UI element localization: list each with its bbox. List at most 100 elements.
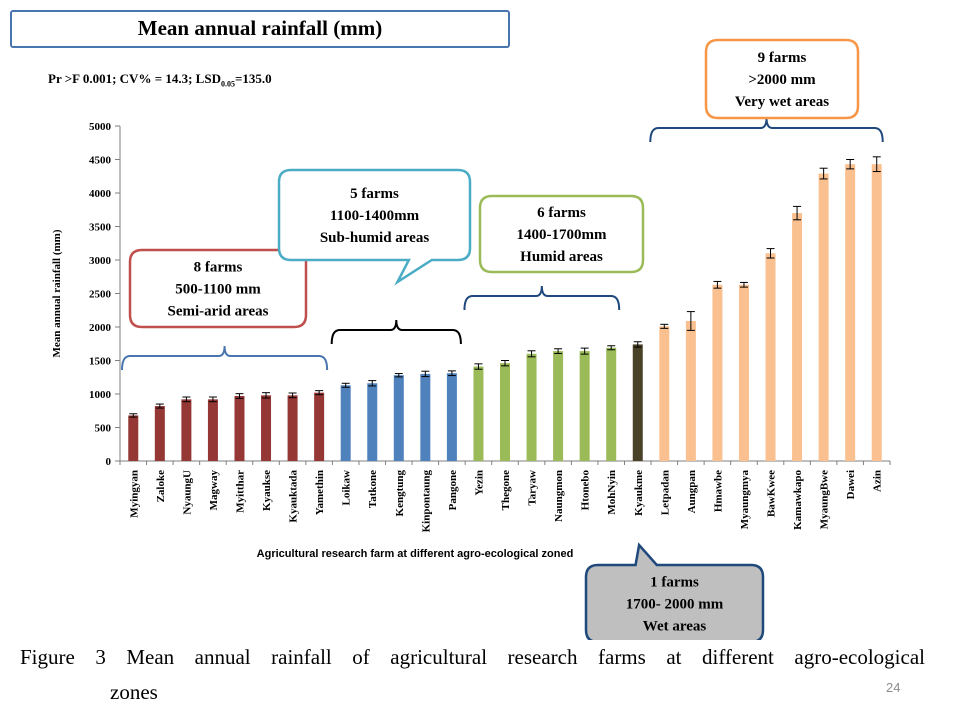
bar-Kamawkapo xyxy=(792,213,803,461)
y-tick-label: 4500 xyxy=(89,155,112,167)
x-tick-label: Kengtung xyxy=(394,470,406,517)
bracket-very-wet xyxy=(649,117,884,143)
x-tick-label: Kinpontaung xyxy=(420,470,432,533)
bar-Yamethin xyxy=(314,392,325,461)
bar-Kengtung xyxy=(393,375,404,461)
callout-humid-text: 1400-1700mm xyxy=(517,227,607,243)
bar-Aungpan xyxy=(685,320,696,461)
bar-Yezin xyxy=(473,366,484,461)
y-tick-label: 2000 xyxy=(89,322,112,334)
callout-humid-text: Humid areas xyxy=(520,249,603,265)
x-tick-label: Myitthar xyxy=(234,470,246,513)
callout-very-wet-text: 9 farms xyxy=(758,50,807,66)
x-tick-label: Zaloke xyxy=(155,470,167,503)
bar-Myitthar xyxy=(234,396,245,461)
bar-Kinpontaung xyxy=(420,373,431,461)
x-tick-label: Thegone xyxy=(500,470,512,510)
x-tick-label: Taryaw xyxy=(527,470,539,506)
y-tick-label: 0 xyxy=(106,456,112,468)
bar-Kyaukse xyxy=(261,395,272,461)
bracket-semi-arid xyxy=(121,345,329,371)
y-tick-label: 3500 xyxy=(89,222,112,234)
page-number: 24 xyxy=(886,680,901,695)
bar-Pangone xyxy=(446,373,457,461)
y-tick-label: 2500 xyxy=(89,289,112,301)
y-tick-label: 1000 xyxy=(89,389,112,401)
x-tick-label: Yezin xyxy=(473,470,485,496)
callout-humid xyxy=(478,194,645,274)
x-tick-label: Hmawbe xyxy=(712,470,724,512)
bar-Letpadan xyxy=(659,326,670,461)
stats-subscript: 0.05 xyxy=(220,79,235,89)
bar-BawKwee xyxy=(765,253,776,461)
x-tick-label: Yamethin xyxy=(314,470,326,515)
x-axis-label: Agricultural research farm at different … xyxy=(257,548,574,560)
x-tick-label: Naungmon xyxy=(553,470,565,522)
callout-semi-arid-text: 8 farms xyxy=(194,260,243,276)
bar-Htonebo xyxy=(579,351,590,461)
x-tick-label: BawKwee xyxy=(766,470,778,517)
y-tick-label: 3000 xyxy=(89,255,112,267)
figure-caption-line1: Figure 3 Mean annual rainfall of agricul… xyxy=(20,645,925,669)
y-tick-label: 1500 xyxy=(89,356,112,368)
x-tick-label: Magway xyxy=(208,470,220,511)
callout-very-wet xyxy=(704,38,860,120)
bar-Hmawbe xyxy=(712,284,723,461)
bar-MyaungBwe xyxy=(818,173,829,461)
bar-Azin xyxy=(871,164,882,461)
x-tick-label: Letpadan xyxy=(659,470,671,515)
x-tick-label: Pangone xyxy=(447,470,459,510)
callout-wet-text: Wet areas xyxy=(643,619,707,635)
rainfall-bar-chart: 0 500 1000 1500 2000 2500 3000 3500 4000 4500 5000… xyxy=(51,38,891,640)
bar-NyaungU xyxy=(181,399,192,461)
callout-humid-text: 6 farms xyxy=(537,205,586,221)
bracket-sub-humid xyxy=(330,319,462,345)
bracket-humid xyxy=(463,285,621,311)
x-tick-label: Kyaukse xyxy=(261,470,273,511)
bar-Naungmon xyxy=(553,351,564,461)
callout-sub-humid-text: Sub-humid areas xyxy=(320,230,430,246)
x-tick-label: Myaungmya xyxy=(739,470,751,530)
figure-caption-line2: zones xyxy=(110,680,158,704)
callout-semi-arid-text: 500-1100 mm xyxy=(175,282,261,298)
slide-title-box: Mean annual rainfall (mm) xyxy=(10,10,510,48)
bar-Tatkone xyxy=(367,383,378,461)
x-tick-label: Dawei xyxy=(845,470,857,499)
y-tick-label: 4000 xyxy=(89,188,112,200)
bar-Thegone xyxy=(500,363,510,461)
bar-MohNyin xyxy=(606,347,617,461)
callout-very-wet-text: >2000 mm xyxy=(748,72,816,88)
x-tick-label: Htonebo xyxy=(580,470,592,511)
callout-sub-humid-text: 1100-1400mm xyxy=(330,208,420,224)
bar-Kyauktada xyxy=(287,395,298,461)
x-tick-label: Myingyan xyxy=(128,470,140,518)
y-tick-label: 500 xyxy=(95,423,112,435)
callout-wet-text: 1700- 2000 mm xyxy=(626,597,724,613)
callout-wet xyxy=(584,542,765,640)
x-tick-label: Kyauktada xyxy=(288,470,300,523)
callout-sub-humid xyxy=(277,168,472,286)
bar-Loikaw xyxy=(340,385,351,461)
bar-Myaungmya xyxy=(738,284,749,461)
x-tick-label: MohNyin xyxy=(606,470,618,515)
bar-Magway xyxy=(207,399,218,461)
callout-sub-humid-text: 5 farms xyxy=(350,186,399,202)
x-tick-label: NyaungU xyxy=(181,470,193,515)
statistics-line: Pr >F 0.001; CV% = 14.3; LSD0.05=135.0 xyxy=(48,71,272,89)
x-tick-label: Tatkone xyxy=(367,470,379,508)
callout-very-wet-text: Very wet areas xyxy=(735,94,829,110)
stats-suffix: =135.0 xyxy=(234,71,272,86)
slide-title: Mean annual rainfall (mm) xyxy=(137,16,383,40)
bar-Myingyan xyxy=(128,415,139,461)
y-tick-label: 5000 xyxy=(89,121,112,133)
bar-Dawei xyxy=(845,164,856,461)
callout-wet-text: 1 farms xyxy=(650,575,699,591)
x-tick-label: Kamawkapo xyxy=(792,470,804,530)
callout-semi-arid-text: Semi-arid areas xyxy=(168,304,269,320)
x-tick-label: Aungpan xyxy=(686,470,698,513)
bar-Zaloke xyxy=(154,406,165,461)
bar-Kyaukme xyxy=(632,344,643,461)
x-tick-label: MyaungBwe xyxy=(819,470,831,529)
stats-prefix: Pr >F 0.001; CV% = 14.3; LSD xyxy=(48,71,221,86)
bar-Taryaw xyxy=(526,353,537,461)
